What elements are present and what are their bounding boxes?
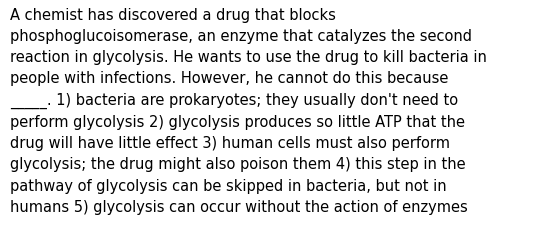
- Text: A chemist has discovered a drug that blocks
phosphoglucoisomerase, an enzyme tha: A chemist has discovered a drug that blo…: [10, 8, 487, 214]
